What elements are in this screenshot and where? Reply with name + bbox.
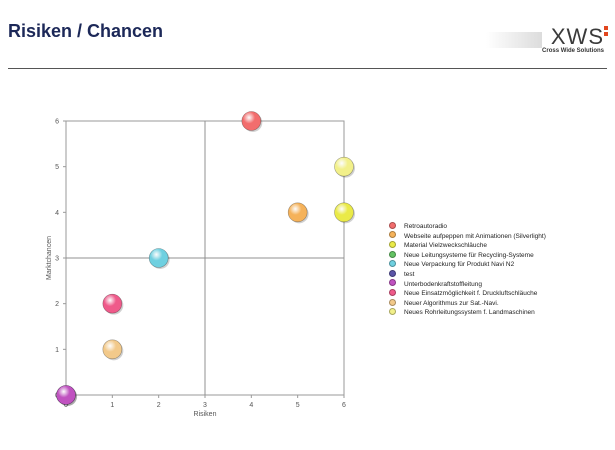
data-point bbox=[102, 293, 123, 314]
y-tick-label: 1 bbox=[55, 347, 59, 354]
x-tick-label: 3 bbox=[203, 402, 207, 409]
chart-legend: Retroautoradio Webseite aufpeppen mit Ani… bbox=[389, 221, 546, 318]
y-tick-label: 4 bbox=[55, 210, 59, 217]
data-point bbox=[334, 156, 354, 177]
legend-swatch bbox=[389, 279, 396, 287]
legend-swatch bbox=[389, 240, 396, 248]
legend-label: Neue Verpackung für Produkt Navi N2 bbox=[404, 261, 515, 269]
legend-item: Neue Leitungsysteme für Recycling-System… bbox=[389, 250, 546, 261]
x-tick-label: 0 bbox=[64, 402, 68, 409]
legend-swatch bbox=[389, 250, 396, 258]
legend-label: Neue Einsatzmöglichkeit f. Druckluftschl… bbox=[404, 290, 538, 298]
legend-item: test bbox=[389, 269, 546, 280]
legend-label: Webseite aufpeppen mit Animationen (Silv… bbox=[404, 232, 546, 240]
legend-item: Neues Rohrleitungssystem f. Landmaschine… bbox=[389, 308, 546, 318]
legend-swatch bbox=[389, 308, 396, 316]
legend-swatch bbox=[389, 221, 396, 229]
x-tick-label: 5 bbox=[296, 402, 300, 409]
data-point bbox=[334, 202, 354, 223]
legend-item: Neuer Algorithmus zur Sat.-Navi. bbox=[389, 298, 546, 309]
legend-item: Neue Einsatzmöglichkeit f. Druckluftschl… bbox=[389, 288, 546, 299]
header-divider bbox=[8, 68, 607, 69]
y-tick-label: 2 bbox=[55, 301, 59, 308]
legend-item: Neue Verpackung für Produkt Navi N2 bbox=[389, 260, 546, 270]
page-title: Risiken / Chancen bbox=[8, 21, 164, 41]
y-axis-label: Marktchancen bbox=[46, 236, 53, 280]
x-tick-label: 6 bbox=[342, 402, 346, 409]
x-tick-label: 1 bbox=[110, 402, 114, 409]
legend-swatch bbox=[389, 269, 396, 277]
legend-item: Webseite aufpeppen mit Animationen (Silv… bbox=[389, 231, 546, 242]
x-axis-label: Risiken bbox=[194, 411, 217, 418]
legend-label: Unterbodenkraftstoffleitung bbox=[404, 280, 482, 288]
logo-accent-dot bbox=[604, 26, 608, 30]
legend-label: Neues Rohrleitungssystem f. Landmaschine… bbox=[404, 309, 535, 317]
data-point bbox=[148, 248, 169, 268]
y-tick-label: 6 bbox=[55, 119, 59, 126]
legend-swatch bbox=[389, 288, 396, 296]
legend-swatch bbox=[389, 298, 396, 306]
legend-swatch bbox=[389, 260, 396, 268]
company-logo: XWS Cross Wide Solutions bbox=[486, 24, 608, 58]
data-point bbox=[287, 202, 308, 223]
legend-item: Material Vielzweckschläuche bbox=[389, 240, 546, 251]
legend-label: Neue Leitungsysteme für Recycling-System… bbox=[404, 251, 534, 259]
legend-label: Material Vielzweckschläuche bbox=[404, 242, 487, 250]
logo-accent-dot bbox=[604, 32, 608, 36]
y-tick-label: 5 bbox=[55, 164, 59, 171]
logo-tagline: Cross Wide Solutions bbox=[542, 48, 604, 54]
legend-item: Unterbodenkraftstoffleitung bbox=[389, 279, 546, 290]
logo-gradient-bar bbox=[486, 32, 542, 48]
data-point bbox=[102, 339, 123, 360]
data-point bbox=[241, 111, 262, 131]
y-tick-label: 3 bbox=[55, 256, 59, 263]
x-tick-label: 4 bbox=[249, 402, 253, 409]
legend-item: Retroautoradio bbox=[389, 221, 546, 232]
legend-label: test bbox=[404, 270, 415, 278]
data-point bbox=[56, 385, 76, 405]
legend-label: Retroautoradio bbox=[404, 223, 447, 230]
legend-swatch bbox=[389, 231, 396, 239]
legend-label: Neuer Algorithmus zur Sat.-Navi. bbox=[404, 299, 499, 307]
logo-wordmark: XWS bbox=[550, 24, 604, 49]
x-tick-label: 2 bbox=[157, 402, 161, 409]
